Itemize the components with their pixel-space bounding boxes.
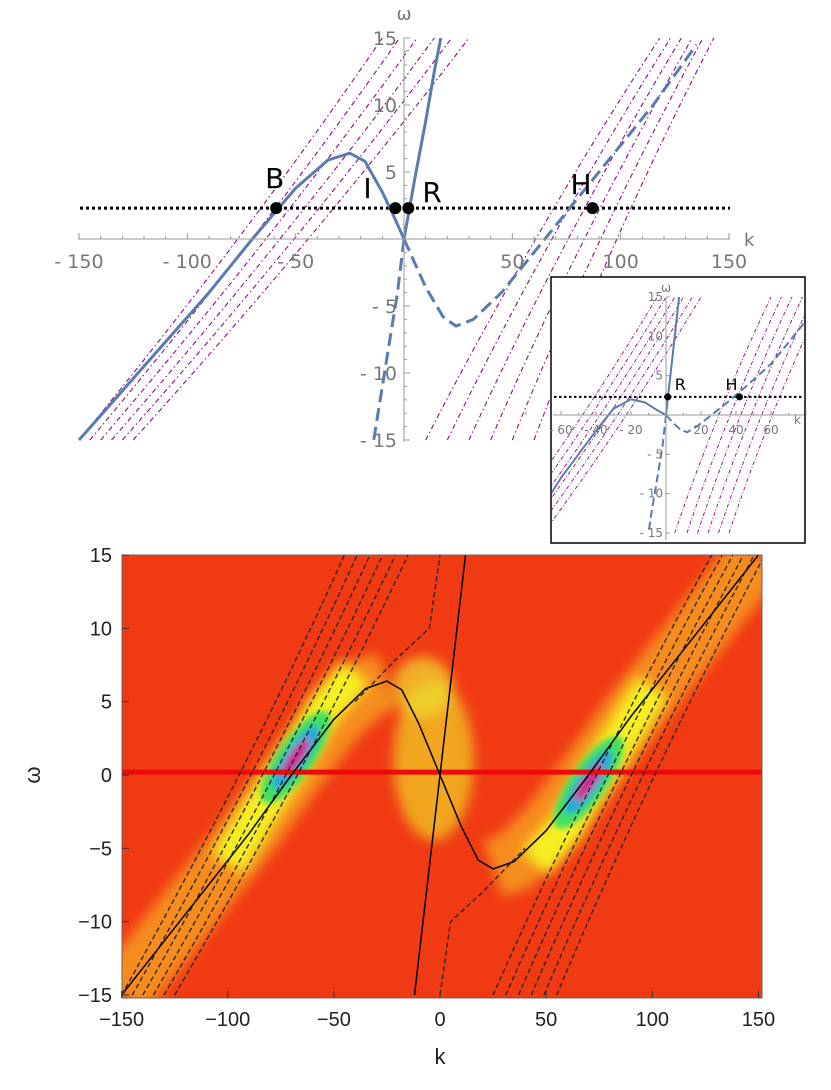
dashed-family-line <box>131 555 358 996</box>
hm-k-label: k <box>435 1044 447 1069</box>
dispersion-curve-dashed <box>402 43 698 328</box>
inset-omega-label: ω <box>661 281 671 295</box>
heatmap-frame <box>121 554 763 999</box>
dashed-family-line <box>142 555 371 996</box>
inset-point-label-H: H <box>726 375 738 394</box>
inset-point-H <box>736 393 743 401</box>
inset-family-line <box>674 296 772 534</box>
inset-k-tick-label: 60 <box>763 423 778 437</box>
point-R <box>402 202 415 215</box>
omega-tick-label: - 10 <box>360 363 397 385</box>
dashed-family-line <box>492 555 713 996</box>
k-axis-label: k <box>744 230 755 251</box>
family-line <box>468 38 682 441</box>
inset-k-tick-label: 40 <box>728 423 743 437</box>
dashed-family-line <box>122 555 346 996</box>
omega-tick-label: - 5 <box>372 296 397 318</box>
inset-omega-tick-label: - 15 <box>640 526 663 540</box>
inset-omega-tick-label: - 5 <box>647 447 663 461</box>
inset-k-tick-label: 20 <box>693 423 708 437</box>
dashed-family-line <box>556 558 762 996</box>
hm-omega-tick-label: −5 <box>89 838 112 860</box>
dashed-family-line <box>505 555 723 996</box>
inset-omega-tick-label: 5 <box>655 369 663 383</box>
inset-point-label-R: R <box>675 375 686 394</box>
inset-curve-solid <box>552 398 667 494</box>
hm-omega-tick-label: −10 <box>78 912 112 934</box>
hm-k-tick-label: 150 <box>742 1009 775 1031</box>
inset-k-tick-label: - 20 <box>619 423 642 437</box>
dashed-family-line <box>152 555 384 996</box>
omega-tick-label: - 15 <box>360 430 397 452</box>
point-label-B: B <box>265 162 284 195</box>
hm-k-tick-label: −50 <box>317 1009 351 1031</box>
hm-omega-tick-label: 15 <box>90 545 112 567</box>
family-line <box>111 38 435 441</box>
inset-omega-tick-label: 15 <box>648 290 663 304</box>
hot-spot-magenta <box>282 739 310 776</box>
dashed-family-line <box>354 555 441 703</box>
hm-k-tick-label: 100 <box>636 1009 669 1031</box>
dispersion-curve-dashed <box>372 238 406 441</box>
dashed-family-line <box>163 555 397 996</box>
k-tick-label: 100 <box>603 251 639 273</box>
hm-omega-tick-label: 10 <box>90 618 112 640</box>
hm-omega-label: ω <box>20 766 45 783</box>
top-axes: - 150 - 100 - 50 50 100 150 15 10 5 - 5 - 10 - 15 k ω <box>54 4 755 452</box>
point-label-I: I <box>363 172 371 205</box>
inset-axes: - 60 - 40 - 20 20 40 60 15 10 5 - 5 - 10 - 15 k ω <box>525 281 807 540</box>
omega-tick-label: 10 <box>373 95 397 117</box>
inset-omega-tick-label: - 10 <box>640 487 663 501</box>
inset-point-R <box>664 393 672 401</box>
point-H <box>586 202 599 215</box>
dispersion-curve-solid <box>402 38 443 240</box>
inset-curve-dashed <box>665 321 804 434</box>
inset-k-label: k <box>794 413 801 427</box>
omega-tick-label: 5 <box>385 162 397 184</box>
dashed-family-line <box>517 555 734 996</box>
k-tick-label: - 50 <box>277 251 314 273</box>
heatmap-field <box>122 555 762 998</box>
family-line <box>78 38 383 441</box>
hm-omega-tick-label: 0 <box>101 765 112 787</box>
hm-k-tick-label: −100 <box>205 1009 250 1031</box>
hm-k-tick-label: 0 <box>434 1009 445 1031</box>
dashed-family-line <box>439 847 526 996</box>
steep-branch <box>413 555 467 996</box>
hm-k-tick-label: 50 <box>535 1009 557 1031</box>
center-glow <box>393 657 454 717</box>
hm-omega-tick-label: −15 <box>78 985 112 1007</box>
omega-axis-label: ω <box>396 4 411 25</box>
inset-omega-tick-label: 10 <box>648 329 663 343</box>
point-label-R: R <box>422 176 441 209</box>
point-label-H: H <box>571 168 592 201</box>
k-tick-label: 150 <box>711 251 747 273</box>
dispersion-curve-solid <box>78 151 406 441</box>
k-tick-label: 50 <box>500 251 524 273</box>
omega-tick-label: 15 <box>373 28 397 50</box>
inset-k-tick-label: - 60 <box>549 423 572 437</box>
point-I <box>389 202 402 215</box>
dashed-family-line <box>174 555 409 996</box>
inset-curve-dashed <box>647 414 667 534</box>
family-line <box>511 38 704 441</box>
hm-omega-tick-label: 5 <box>101 692 112 714</box>
dashed-family-line <box>543 555 755 996</box>
inset-k-tick-label: - 40 <box>584 423 607 437</box>
inset-frame <box>550 276 806 544</box>
hm-k-tick-label: −150 <box>99 1009 144 1031</box>
k-tick-label: - 150 <box>54 251 103 273</box>
point-B <box>270 202 283 215</box>
dashed-family-line <box>530 555 745 996</box>
k-tick-label: - 100 <box>163 251 212 273</box>
dispersion-plot: - 150 - 100 - 50 50 100 150 15 10 5 - 5 - 10 - 15 k ω… <box>54 4 755 452</box>
